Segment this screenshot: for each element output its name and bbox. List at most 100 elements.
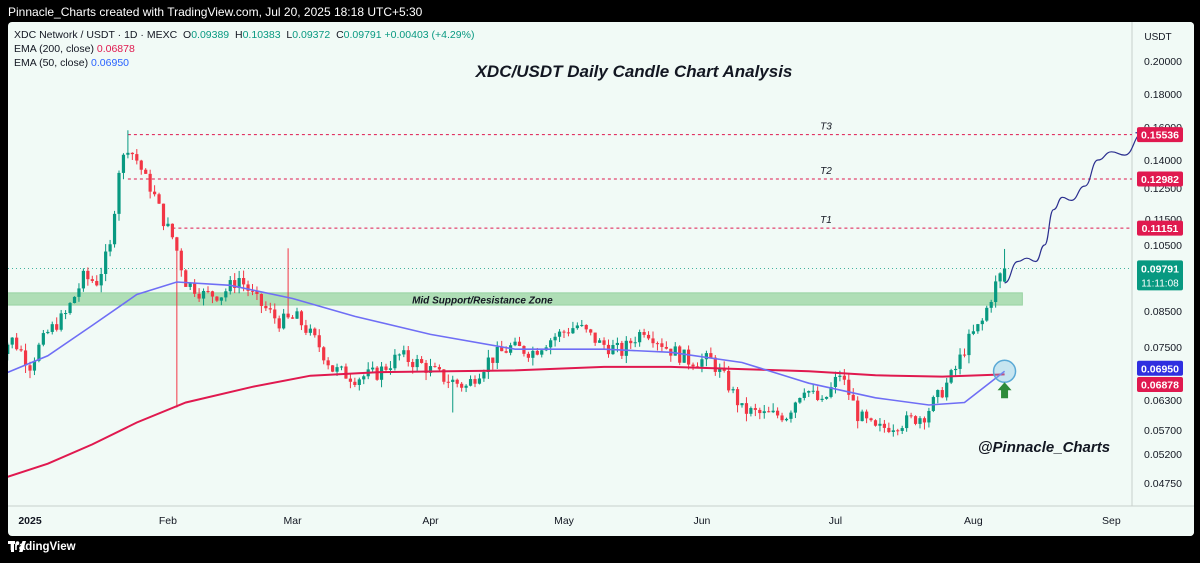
y-tick-label: 0.20000: [1144, 56, 1182, 68]
target-label-t2: T2: [820, 166, 832, 177]
candle-body: [998, 273, 1002, 282]
candle-body: [308, 328, 312, 333]
candle-body: [255, 291, 259, 294]
target-tag-t1-bg: [1137, 220, 1183, 236]
candle-body: [259, 293, 263, 306]
candle-body: [393, 354, 397, 369]
candle-body: [682, 349, 686, 363]
candle-body: [651, 338, 655, 344]
candle-body: [767, 411, 771, 413]
tradingview-footer[interactable]: TradingView: [8, 541, 76, 553]
candle-body: [420, 359, 424, 363]
legend: XDC Network / USDT · 1D · MEXC O0.09389 …: [14, 28, 474, 70]
target-tag-t2-bg: [1137, 171, 1183, 187]
candle-body: [500, 346, 504, 352]
candle-body: [887, 427, 891, 433]
candle-body: [384, 366, 388, 370]
legend-ema50-value: 0.06950: [91, 57, 130, 69]
candle-body: [593, 332, 597, 343]
candle-body: [371, 367, 375, 370]
candle-body: [749, 408, 753, 414]
candle-body: [771, 410, 775, 413]
candle-body: [615, 342, 619, 346]
candle-body: [820, 398, 824, 400]
candle-body: [130, 152, 134, 155]
candle-body: [918, 418, 922, 424]
candle-body: [126, 152, 130, 155]
candle-body: [264, 305, 268, 309]
candle-body: [744, 403, 749, 414]
x-tick-label: 2025: [18, 515, 42, 527]
candle-body: [833, 376, 838, 387]
legend-symbol: XDC Network / USDT · 1D · MEXC: [14, 29, 178, 41]
y-tick-label: 0.08500: [1144, 306, 1182, 318]
x-tick-label: May: [554, 515, 575, 527]
candle-body: [562, 331, 566, 333]
target-tag-t3-bg: [1137, 127, 1183, 143]
candle-body: [157, 194, 161, 204]
candle-body: [433, 366, 437, 368]
candle-body: [8, 344, 10, 354]
candle-body: [575, 325, 579, 329]
candle-body: [491, 357, 495, 363]
candle-body: [41, 333, 45, 345]
candle-body: [299, 311, 304, 326]
candle-body: [161, 203, 166, 227]
candle-body: [139, 160, 143, 170]
candle-body: [379, 366, 384, 380]
candle-body: [108, 244, 112, 252]
candle-body: [780, 415, 784, 421]
candle-body: [424, 362, 428, 373]
candle-body: [691, 364, 695, 367]
candle-body: [860, 411, 864, 422]
candle-body: [77, 288, 81, 297]
legend-ema200-row[interactable]: EMA (200, close) 0.06878: [14, 42, 474, 56]
ema200-line: [8, 365, 1005, 478]
candle-body: [353, 381, 357, 385]
candle-body: [909, 415, 913, 417]
candle-body: [842, 375, 846, 380]
candle-body: [838, 375, 842, 377]
candle-body: [847, 379, 851, 395]
candle-body: [277, 318, 281, 329]
candle-body: [980, 320, 984, 325]
y-axis-unit-label: USDT: [1144, 32, 1171, 43]
x-tick-label: Aug: [964, 515, 983, 527]
candle-body: [517, 341, 522, 347]
chart-area[interactable]: USDT0.200000.180000.160000.140000.125000…: [8, 22, 1194, 536]
candle-body: [589, 329, 593, 333]
candle-body: [446, 381, 450, 383]
candle-body: [50, 324, 54, 332]
y-tick-label: 0.14000: [1144, 155, 1182, 167]
candle-body: [954, 368, 958, 371]
candle-body: [526, 353, 530, 358]
tradingview-logo-icon: [8, 541, 26, 552]
legend-open-label: O: [183, 29, 192, 41]
candle-body: [477, 378, 482, 384]
ema50-tag-bg: [1137, 360, 1183, 376]
candle-body: [891, 430, 895, 433]
candle-body: [32, 360, 37, 371]
legend-high: 0.10383: [242, 29, 281, 41]
candle-body: [655, 343, 660, 345]
candle-body: [286, 313, 290, 318]
candle-body: [339, 366, 344, 368]
candle-body: [731, 389, 735, 391]
candle-body: [428, 366, 433, 373]
candle-body: [46, 331, 50, 334]
y-tick-label: 0.10500: [1144, 240, 1182, 252]
y-tick-label: 0.07500: [1144, 342, 1182, 354]
candle-body: [121, 154, 126, 173]
candle-body: [268, 308, 272, 310]
candle-chart[interactable]: USDT0.200000.180000.160000.140000.125000…: [8, 22, 1194, 536]
candle-body: [629, 340, 633, 344]
candle-body: [789, 412, 793, 419]
candle-body: [580, 324, 584, 326]
legend-low-label: L: [286, 29, 293, 41]
candle-body: [23, 350, 28, 366]
legend-ema50-row[interactable]: EMA (50, close) 0.06950: [14, 56, 474, 70]
candle-body: [535, 350, 539, 355]
candle-body: [869, 418, 873, 421]
candle-body: [824, 396, 829, 399]
candle-body: [210, 291, 215, 297]
